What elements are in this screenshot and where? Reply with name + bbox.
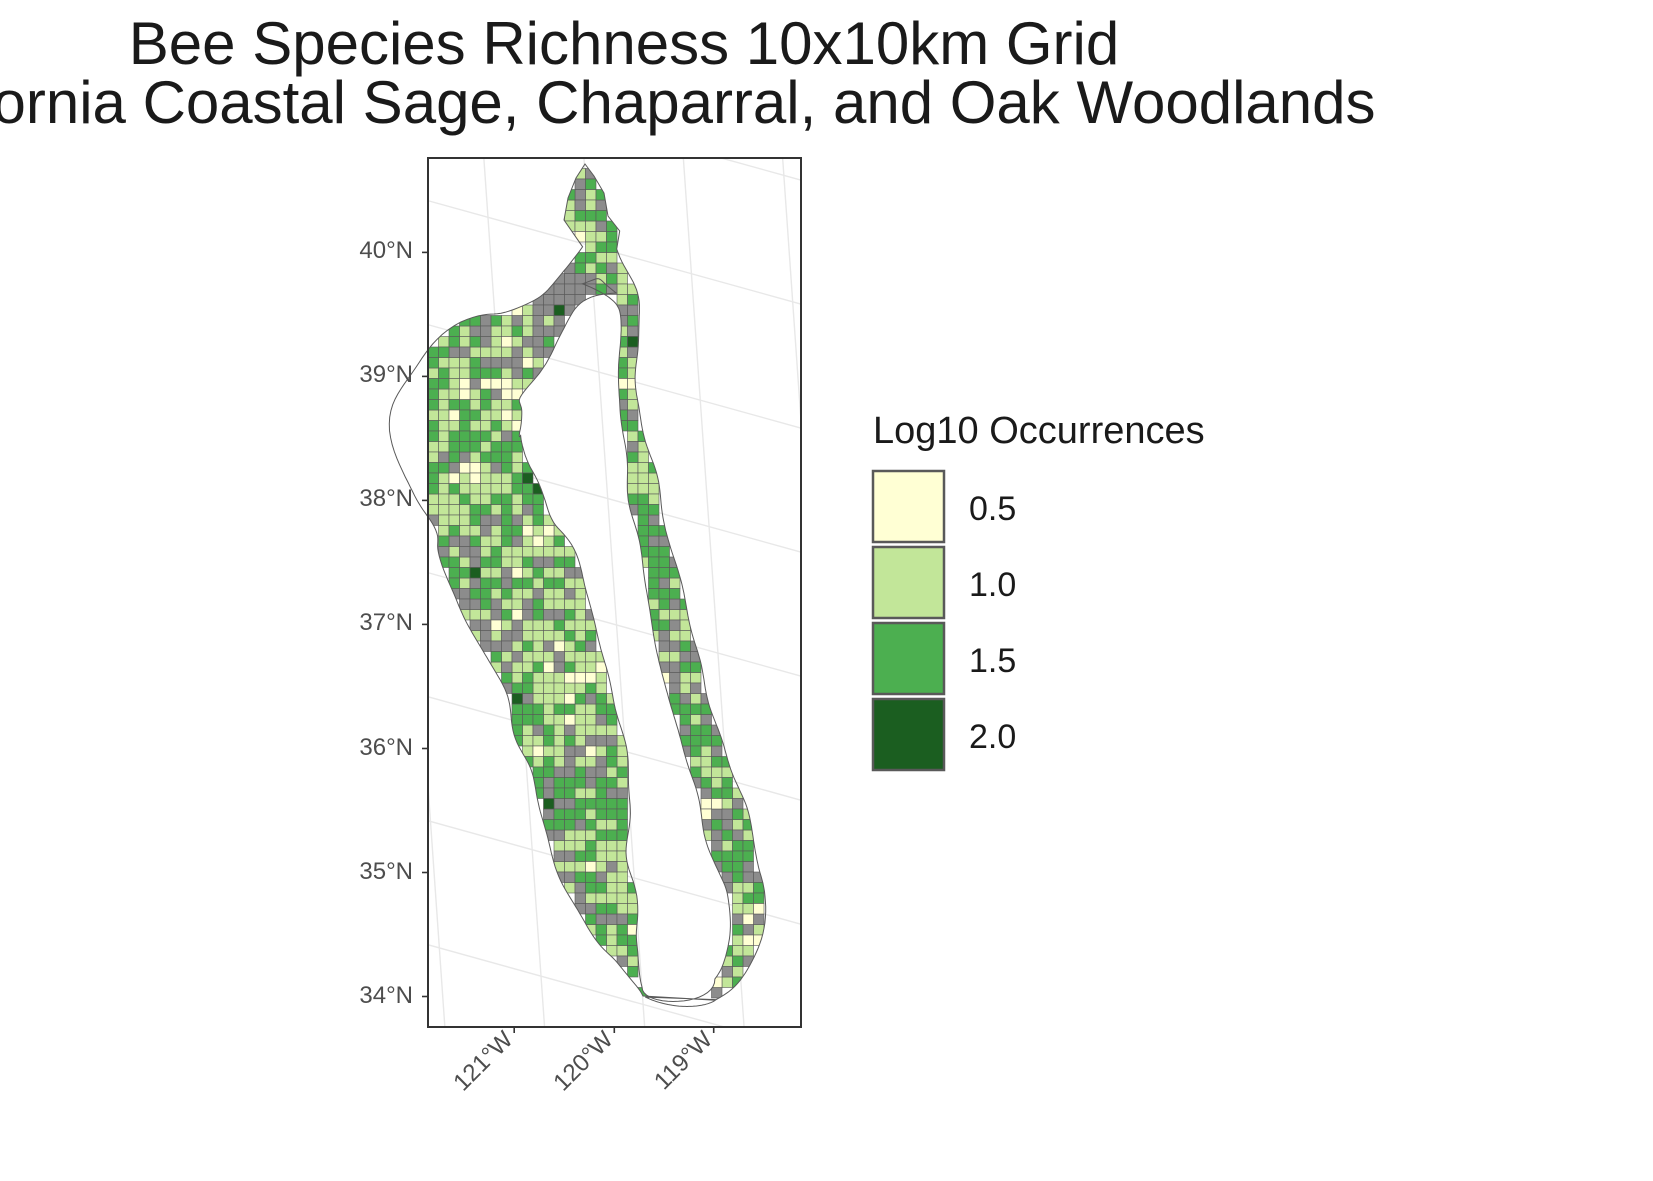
svg-text:119°W: 119°W <box>649 1026 718 1095</box>
svg-text:120°W: 120°W <box>548 1026 618 1096</box>
svg-text:121°W: 121°W <box>448 1026 518 1096</box>
